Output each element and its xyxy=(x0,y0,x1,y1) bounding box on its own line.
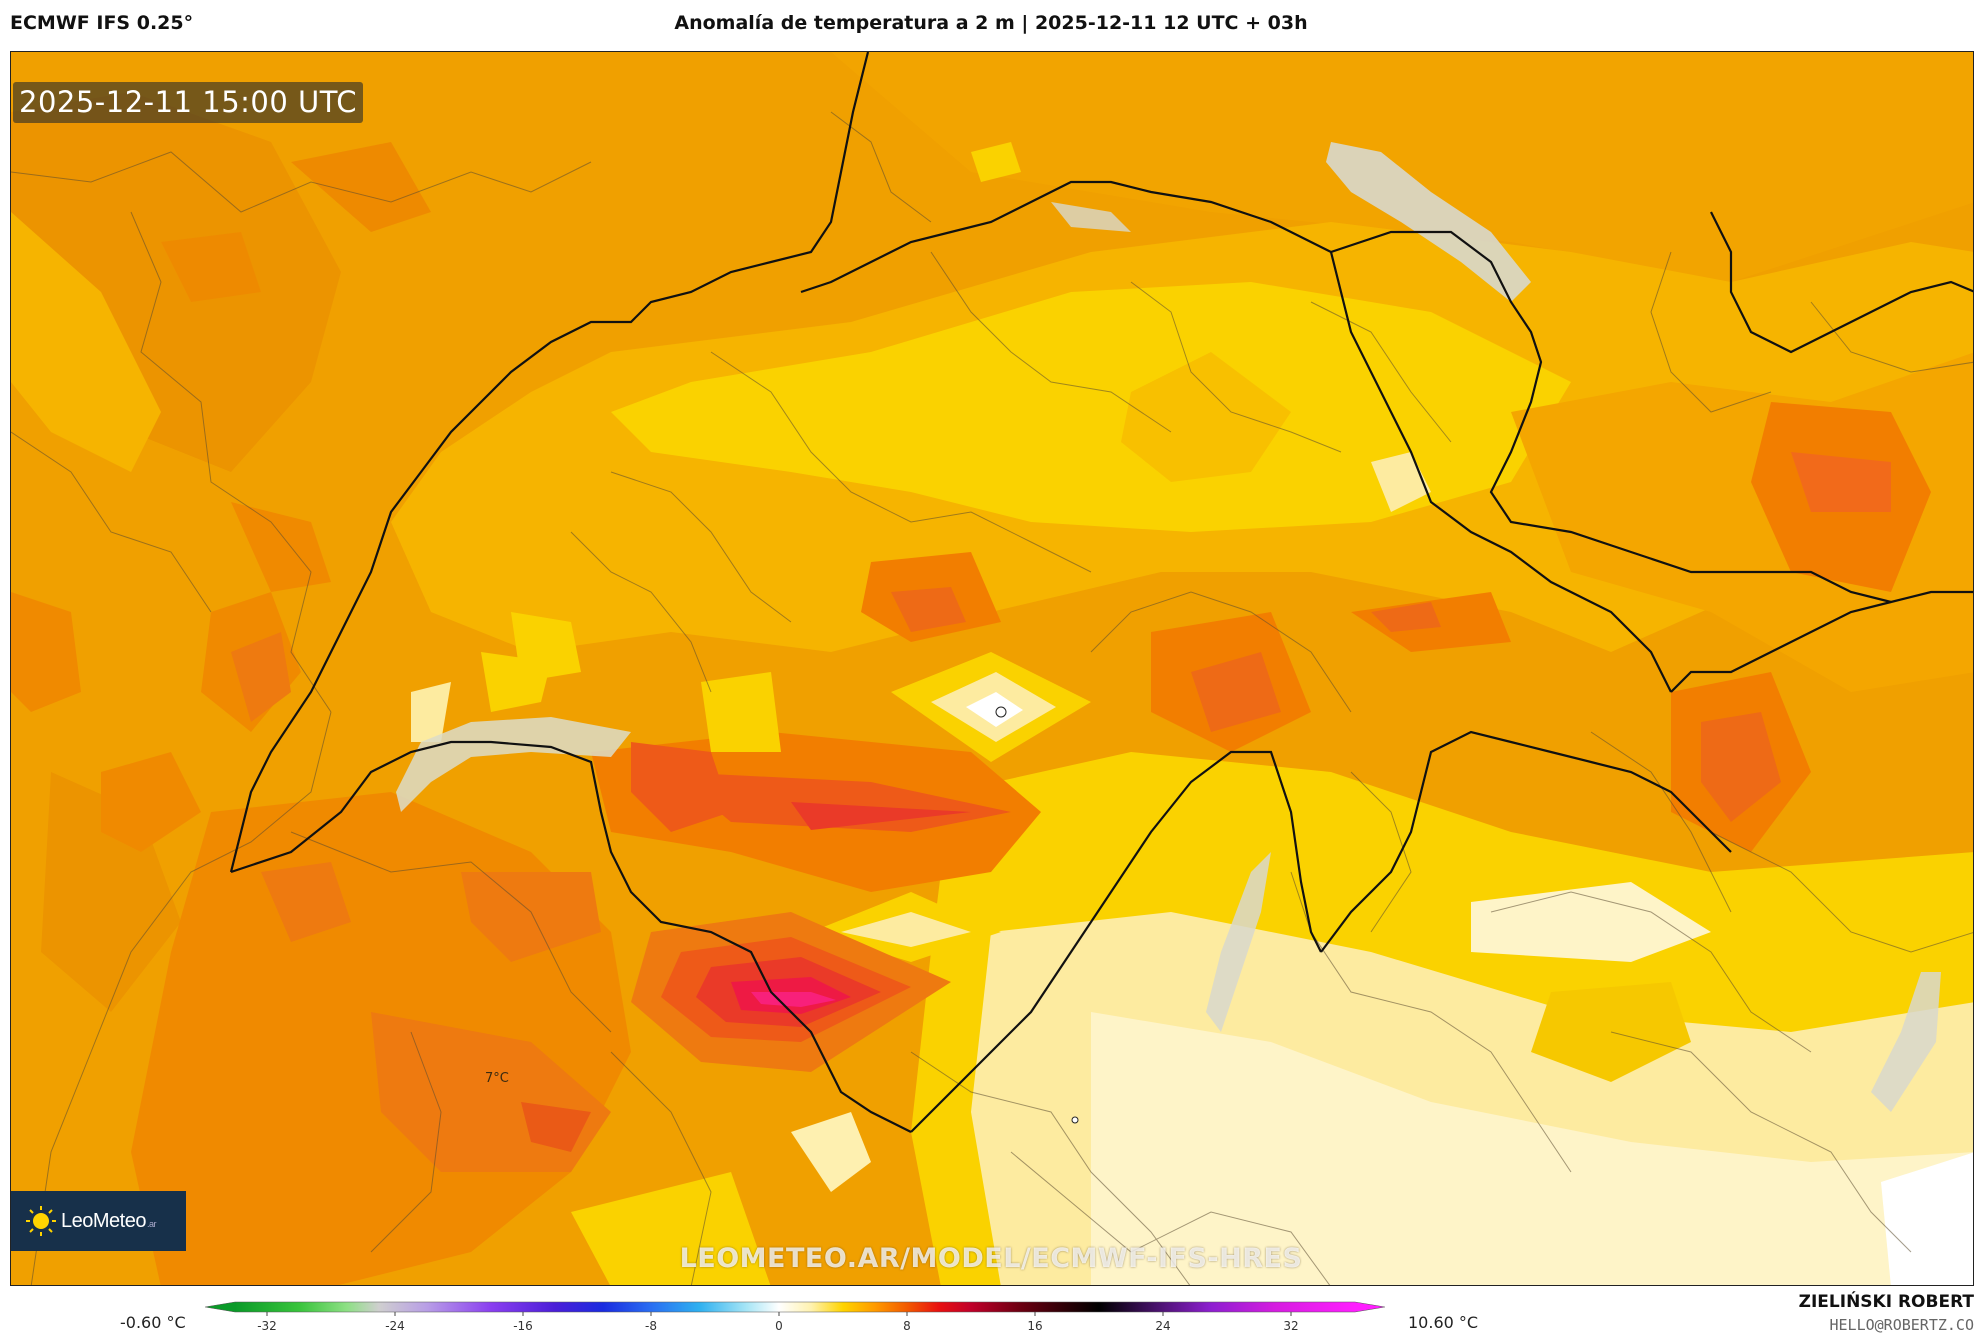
color-scale-tick-label: 8 xyxy=(903,1319,911,1333)
color-scale-tick-label: -8 xyxy=(645,1319,657,1333)
author-name: ZIELIŃSKI ROBERT xyxy=(1798,1292,1974,1312)
switzerland-italy-border xyxy=(910,750,1322,1133)
lake-constance xyxy=(1326,142,1531,302)
color-scale-tick-label: -32 xyxy=(257,1319,277,1333)
color-scale-tick-label: -16 xyxy=(513,1319,533,1333)
country-borders xyxy=(229,52,1973,1133)
map-title: Anomalía de temperatura a 2 m | 2025-12-… xyxy=(674,12,1308,34)
color-scale-tick-label: 16 xyxy=(1027,1319,1042,1333)
field-pale-hotspot xyxy=(966,692,1023,727)
switzerland-south-border-west xyxy=(230,740,912,1133)
map-canvas xyxy=(11,52,1973,1285)
lake-geneva xyxy=(396,717,631,812)
color-scale-ticks: -32 -24 -16 -8 0 8 16 24 32 xyxy=(257,1312,1299,1333)
leometeo-logo[interactable]: LeoMeteo.ar xyxy=(11,1191,186,1251)
color-scale-tick-label: 32 xyxy=(1283,1319,1298,1333)
min-value-label: -0.60 °C xyxy=(120,1313,186,1332)
city-markers xyxy=(995,706,1079,1124)
color-scale-tick-label: 0 xyxy=(775,1319,783,1333)
lake-maggiore xyxy=(1206,852,1271,1032)
sun-icon xyxy=(26,1206,56,1236)
color-scale-bar: -32 -24 -16 -8 0 8 16 24 32 xyxy=(205,1301,1385,1333)
color-scale-gradient xyxy=(205,1301,1385,1313)
lake-garda xyxy=(1871,972,1941,1112)
model-url-watermark: LEOMETEO.AR/MODEL/ECMWF-IFS-HRES xyxy=(679,1243,1303,1274)
france-switzerland-border xyxy=(229,52,870,873)
max-value-label: 10.60 °C xyxy=(1408,1313,1479,1332)
logo-name: LeoMeteo xyxy=(61,1209,146,1232)
model-name: ECMWF IFS 0.25° xyxy=(10,12,194,34)
author-email[interactable]: HELLO@ROBERTZ.CO xyxy=(1829,1316,1975,1334)
field-central-yellow xyxy=(611,282,1571,532)
region-borders xyxy=(11,111,1973,1285)
spot-temperature-label: 7°C xyxy=(485,1071,509,1086)
valid-time-label: 2025-12-11 15:00 UTC xyxy=(13,82,364,123)
color-scale-tick-label: 24 xyxy=(1155,1319,1170,1333)
switzerland-austria-italy-border xyxy=(1320,730,1732,953)
color-scale-tick-label: -24 xyxy=(385,1319,405,1333)
logo-suffix: .ar xyxy=(146,1218,157,1229)
logo-wordmark: LeoMeteo.ar xyxy=(61,1210,156,1233)
temperature-anomaly-map[interactable] xyxy=(10,51,1974,1286)
